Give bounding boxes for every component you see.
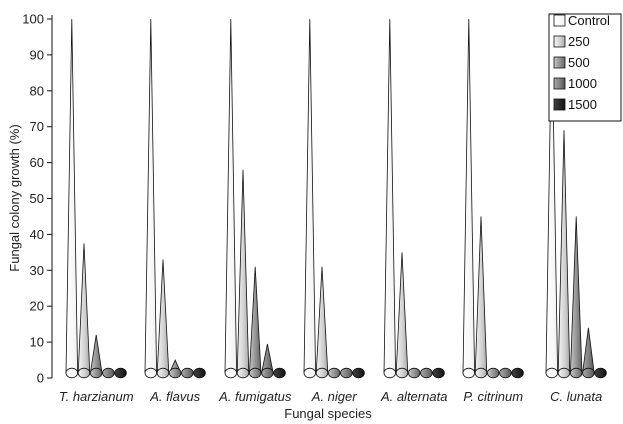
legend-label-250: 250	[568, 34, 590, 49]
cone-base	[352, 367, 365, 379]
legend-swatch-500	[553, 56, 566, 69]
cone-base	[408, 367, 421, 379]
cone-base	[462, 367, 476, 379]
cone-250-aalternata	[395, 252, 409, 374]
x-category-label: P. citrinum	[463, 389, 523, 404]
cone-Control-pcitrinum	[462, 18, 476, 374]
cone-base	[261, 367, 274, 379]
y-tick-label: 10	[30, 335, 44, 350]
cone-base	[432, 367, 445, 379]
cone-base	[383, 367, 397, 379]
y-tick-label: 20	[30, 299, 44, 314]
legend-label-1500: 1500	[568, 97, 597, 112]
cone-base	[511, 367, 524, 379]
legend: Control 250 500 1000 1500	[548, 13, 622, 122]
cone-base	[193, 367, 206, 379]
cone-base	[144, 367, 158, 379]
cone-base	[77, 367, 91, 379]
x-category-label: A. niger	[311, 389, 357, 404]
y-tick-label: 40	[30, 227, 44, 242]
cone-250-pcitrinum	[474, 216, 488, 374]
cone-250-tharzianum	[77, 243, 91, 374]
cone-base	[594, 367, 607, 379]
cone-Control-aalternata	[383, 18, 397, 374]
legend-label-500: 500	[568, 55, 590, 70]
cone-Control-aflavus	[144, 18, 158, 374]
legend-swatch-1500	[553, 98, 566, 111]
cone-250-clunata	[557, 130, 571, 374]
x-axis-title: Fungal species	[284, 406, 372, 421]
cone-500-clunata	[569, 216, 583, 374]
cone-base	[181, 367, 194, 379]
y-tick-label: 30	[30, 263, 44, 278]
cone-base	[65, 367, 79, 379]
cone-base	[315, 367, 329, 379]
cone-base	[273, 367, 286, 379]
cone-base	[224, 367, 238, 379]
cone-base	[499, 367, 512, 379]
cone-1000-clunata	[582, 327, 595, 374]
x-category-label: A. flavus	[149, 389, 200, 404]
cone-base	[420, 367, 433, 379]
cone-base	[168, 367, 182, 379]
cone-base	[114, 367, 127, 379]
legend-label-Control: Control	[568, 13, 610, 28]
x-category-label: A. alternata	[380, 389, 448, 404]
x-category-label: C. lunata	[550, 389, 602, 404]
legend-label-1000: 1000	[568, 76, 597, 91]
y-tick-label: 70	[30, 119, 44, 134]
cone-500-afumigatus	[248, 266, 262, 374]
cone-base	[395, 367, 409, 379]
cone-base	[545, 367, 559, 379]
cone-base	[340, 367, 353, 379]
cone-base	[570, 367, 583, 379]
cone-base	[303, 367, 317, 379]
legend-swatch-250	[553, 35, 566, 48]
cone-Control-tharzianum	[65, 18, 79, 374]
y-tick-label: 100	[22, 12, 44, 27]
cone-250-aniger	[315, 266, 329, 374]
y-tick-label: 60	[30, 155, 44, 170]
y-axis-title: Fungal colony growth (%)	[7, 124, 22, 271]
cone-base	[557, 367, 571, 379]
cone-Control-aniger	[303, 18, 317, 374]
cone-base	[156, 367, 170, 379]
cone-250-afumigatus	[236, 169, 250, 374]
x-category-label: T. harzianum	[59, 389, 134, 404]
cone-250-aflavus	[156, 259, 170, 374]
cone-Control-afumigatus	[224, 18, 238, 374]
cone-base	[582, 367, 595, 379]
legend-swatch-Control	[553, 14, 566, 27]
y-tick-label: 90	[30, 47, 44, 62]
cone-500-tharzianum	[89, 334, 103, 374]
cone-base	[89, 367, 103, 379]
cone-base	[474, 367, 488, 379]
cone-base	[328, 367, 341, 379]
y-tick-label: 50	[30, 191, 44, 206]
y-tick-label: 80	[30, 83, 44, 98]
cone-base	[487, 367, 500, 379]
x-category-label: A. fumigatus	[218, 389, 292, 404]
cone-base	[248, 367, 262, 379]
y-tick-label: 0	[37, 371, 44, 386]
cone-base	[102, 367, 115, 379]
legend-swatch-1000	[553, 77, 566, 90]
cone-base	[236, 367, 250, 379]
